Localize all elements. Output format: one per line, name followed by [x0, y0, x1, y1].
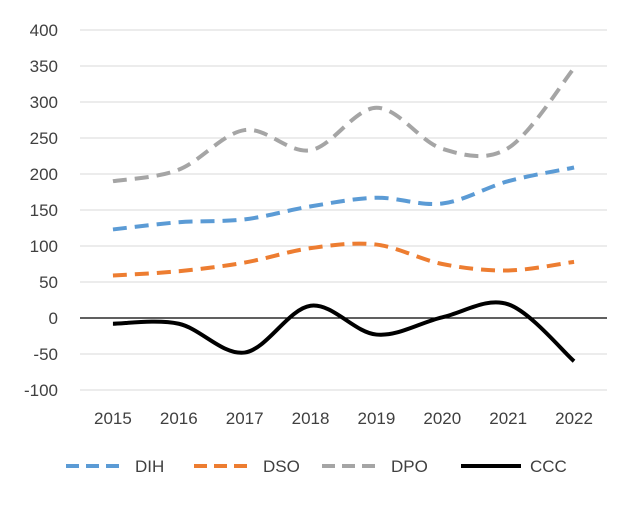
y-tick-label: 0	[49, 309, 58, 328]
x-tick-label: 2019	[358, 409, 396, 428]
x-tick-label: 2018	[292, 409, 330, 428]
x-tick-label: 2020	[423, 409, 461, 428]
series-lines	[112, 66, 576, 363]
y-tick-label: 50	[39, 273, 58, 292]
y-tick-label: 400	[30, 21, 58, 40]
x-tick-label: 2016	[160, 409, 198, 428]
y-tick-label: 200	[30, 165, 58, 184]
legend-label-ccc: CCC	[530, 457, 567, 476]
y-tick-label: 350	[30, 57, 58, 76]
legend-label-dso: DSO	[263, 457, 300, 476]
y-tick-label: -50	[33, 345, 58, 364]
x-tick-label: 2022	[555, 409, 593, 428]
y-axis-tick-labels: 400 350 300 250 200 150 100 50 0 -50 -100	[24, 21, 58, 400]
grid-lines	[80, 29, 607, 391]
y-tick-label: -100	[24, 381, 58, 400]
x-axis-tick-labels: 2015 2016 2017 2018 2019 2020 2021 2022	[94, 409, 593, 428]
series-line-dso	[112, 241, 575, 278]
x-tick-label: 2021	[489, 409, 527, 428]
legend-label-dpo: DPO	[391, 457, 428, 476]
y-tick-label: 150	[30, 201, 58, 220]
series-line-dih	[112, 165, 575, 232]
y-tick-label: 300	[30, 93, 58, 112]
series-line-ccc	[112, 300, 576, 363]
legend-label-dih: DIH	[135, 457, 164, 476]
x-tick-label: 2017	[226, 409, 264, 428]
y-tick-label: 250	[30, 129, 58, 148]
series-line-dpo	[112, 66, 576, 184]
x-tick-label: 2015	[94, 409, 132, 428]
legend: DIH DSO DPO CCC	[66, 457, 567, 476]
y-tick-label: 100	[30, 237, 58, 256]
